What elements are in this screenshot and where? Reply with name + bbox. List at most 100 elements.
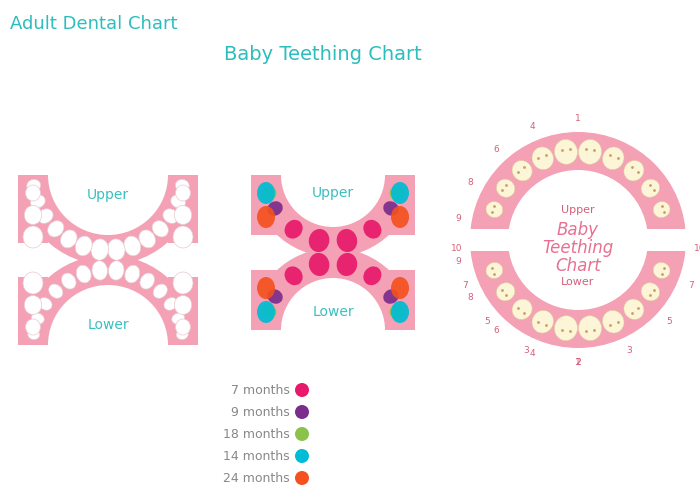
Ellipse shape (624, 299, 644, 319)
Ellipse shape (152, 220, 169, 237)
Text: 1: 1 (575, 114, 581, 122)
Ellipse shape (285, 267, 302, 285)
Ellipse shape (624, 161, 644, 181)
Wedge shape (48, 285, 168, 345)
Ellipse shape (25, 319, 41, 335)
Ellipse shape (173, 272, 193, 294)
Ellipse shape (171, 195, 186, 208)
Ellipse shape (91, 239, 108, 260)
Text: 4: 4 (529, 348, 535, 358)
Ellipse shape (75, 236, 92, 256)
Ellipse shape (391, 301, 409, 323)
Ellipse shape (27, 179, 41, 192)
Ellipse shape (391, 182, 409, 204)
Text: 9: 9 (455, 214, 461, 223)
Text: 2: 2 (575, 358, 581, 367)
Bar (251, 270, 281, 330)
Ellipse shape (108, 261, 124, 280)
Text: 5: 5 (484, 317, 490, 326)
Wedge shape (251, 248, 415, 330)
Ellipse shape (486, 201, 503, 218)
Ellipse shape (295, 427, 309, 441)
Circle shape (470, 132, 686, 348)
Text: 7 months: 7 months (231, 384, 290, 396)
Ellipse shape (164, 297, 178, 310)
Ellipse shape (92, 261, 108, 280)
Text: 6: 6 (494, 326, 499, 335)
Ellipse shape (554, 139, 577, 164)
Text: 3: 3 (626, 346, 632, 355)
Text: Baby Teething Chart: Baby Teething Chart (224, 46, 422, 65)
Wedge shape (18, 255, 198, 345)
Ellipse shape (163, 209, 179, 223)
Wedge shape (18, 175, 198, 265)
Ellipse shape (309, 229, 329, 252)
Ellipse shape (30, 195, 46, 208)
Bar (465, 229, 691, 251)
Ellipse shape (295, 383, 309, 397)
Ellipse shape (389, 186, 405, 200)
Ellipse shape (295, 471, 309, 485)
Ellipse shape (309, 253, 329, 276)
Text: Lower: Lower (312, 305, 354, 319)
Ellipse shape (486, 262, 503, 278)
Wedge shape (281, 278, 385, 330)
Ellipse shape (337, 253, 357, 276)
Text: 14 months: 14 months (223, 449, 290, 463)
Text: Lower: Lower (561, 277, 595, 287)
Ellipse shape (641, 179, 659, 197)
Wedge shape (281, 175, 385, 227)
Ellipse shape (496, 179, 515, 197)
Ellipse shape (532, 310, 554, 333)
Ellipse shape (175, 179, 189, 192)
Bar (385, 270, 415, 330)
Text: Teething: Teething (542, 239, 614, 257)
Ellipse shape (295, 449, 309, 463)
Ellipse shape (76, 265, 91, 283)
Circle shape (508, 170, 648, 310)
Ellipse shape (391, 277, 409, 299)
Text: Upper: Upper (87, 188, 129, 202)
Ellipse shape (285, 220, 302, 239)
Text: 5: 5 (666, 317, 671, 326)
Ellipse shape (512, 161, 532, 181)
Ellipse shape (363, 220, 382, 239)
Wedge shape (48, 175, 168, 235)
Text: Baby: Baby (557, 221, 599, 239)
Ellipse shape (257, 206, 275, 228)
Ellipse shape (139, 230, 155, 248)
Ellipse shape (28, 330, 40, 340)
Text: 6: 6 (494, 145, 499, 154)
Ellipse shape (153, 284, 167, 298)
Bar (18, 277, 48, 345)
Ellipse shape (23, 272, 43, 294)
Bar (18, 175, 48, 243)
Ellipse shape (124, 236, 141, 256)
Ellipse shape (176, 319, 190, 335)
Ellipse shape (603, 310, 624, 333)
Ellipse shape (60, 230, 77, 248)
Ellipse shape (260, 186, 276, 200)
Text: 9: 9 (455, 257, 461, 266)
Ellipse shape (172, 313, 185, 324)
Text: Chart: Chart (555, 257, 601, 275)
Ellipse shape (578, 316, 601, 341)
Bar (168, 277, 198, 345)
Ellipse shape (267, 201, 283, 216)
Ellipse shape (62, 273, 76, 289)
Text: 8: 8 (468, 293, 473, 302)
Text: 3: 3 (524, 346, 529, 355)
Ellipse shape (38, 297, 52, 310)
Ellipse shape (384, 201, 399, 216)
Ellipse shape (267, 289, 283, 304)
Ellipse shape (174, 205, 192, 224)
Ellipse shape (295, 405, 309, 419)
Text: 7: 7 (688, 281, 694, 290)
Text: 10: 10 (451, 244, 462, 253)
Ellipse shape (25, 205, 42, 224)
Text: 4: 4 (529, 122, 535, 131)
Ellipse shape (176, 185, 190, 201)
Ellipse shape (337, 229, 357, 252)
Text: 8: 8 (468, 178, 473, 187)
Bar (385, 175, 415, 235)
